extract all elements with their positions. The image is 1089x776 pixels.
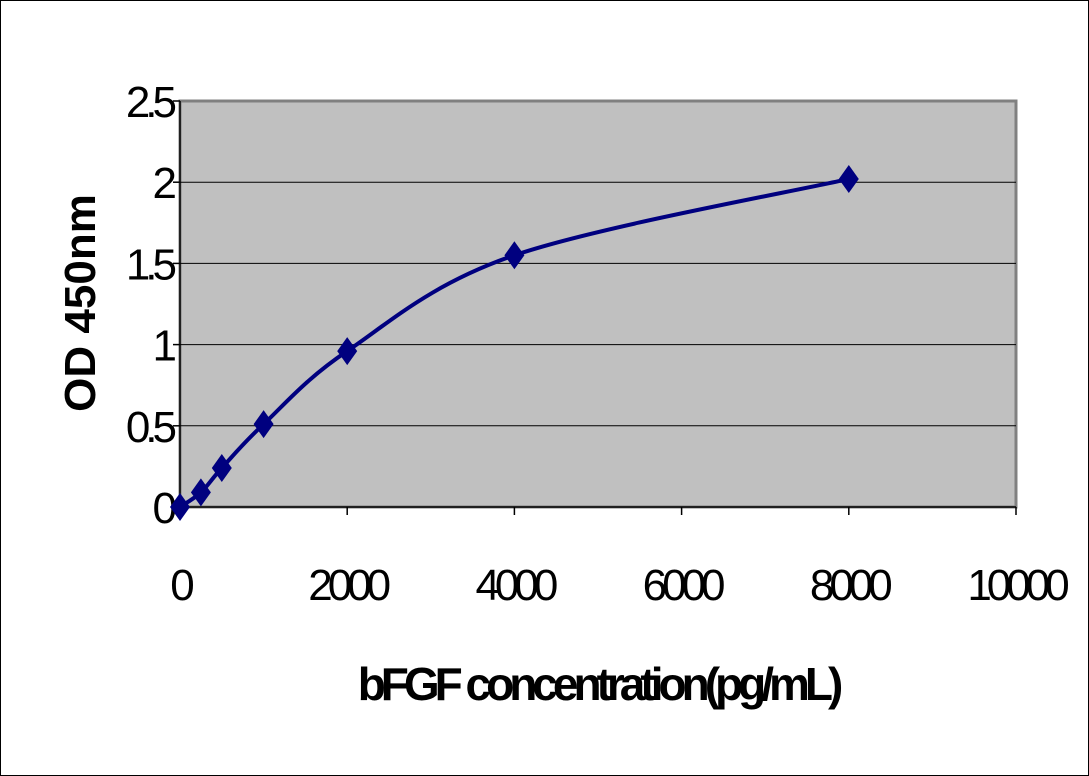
- data-point-0: [170, 493, 190, 521]
- data-point-3: [253, 410, 274, 439]
- y-tick-label-2: 1: [153, 322, 176, 371]
- y-tick-labels: 00.511.522.5: [126, 78, 181, 533]
- data-point-5: [504, 241, 525, 270]
- x-tick-label-4: 8000: [810, 561, 891, 610]
- x-tick-labels: 0 2000 4000 6000 8000 10000: [170, 561, 1073, 610]
- data-series: [170, 164, 859, 521]
- y-tick-label-4: 2: [153, 159, 176, 208]
- data-point-6: [838, 164, 859, 193]
- y-tick-label-1: 0.5: [126, 403, 176, 452]
- x-tick-label-1: 2000: [308, 561, 389, 610]
- y-tick-label-3: 1.5: [126, 240, 176, 289]
- data-point-4: [337, 337, 358, 366]
- plot-area: [178, 99, 1018, 509]
- y-tick-label-5: 2.5: [126, 78, 176, 127]
- y-axis-title: OD 450nm: [56, 194, 105, 412]
- data-point-1: [190, 478, 211, 507]
- data-point-2: [211, 454, 232, 483]
- x-tick-label-2: 4000: [475, 561, 556, 610]
- x-axis-title: bFGF concentration(pg/mL): [358, 658, 842, 710]
- gridlines: [180, 181, 1016, 427]
- x-tick-label-3: 6000: [643, 561, 724, 610]
- x-tick-label-5: 10000: [967, 561, 1068, 610]
- x-tick-label-0: 0: [170, 561, 193, 610]
